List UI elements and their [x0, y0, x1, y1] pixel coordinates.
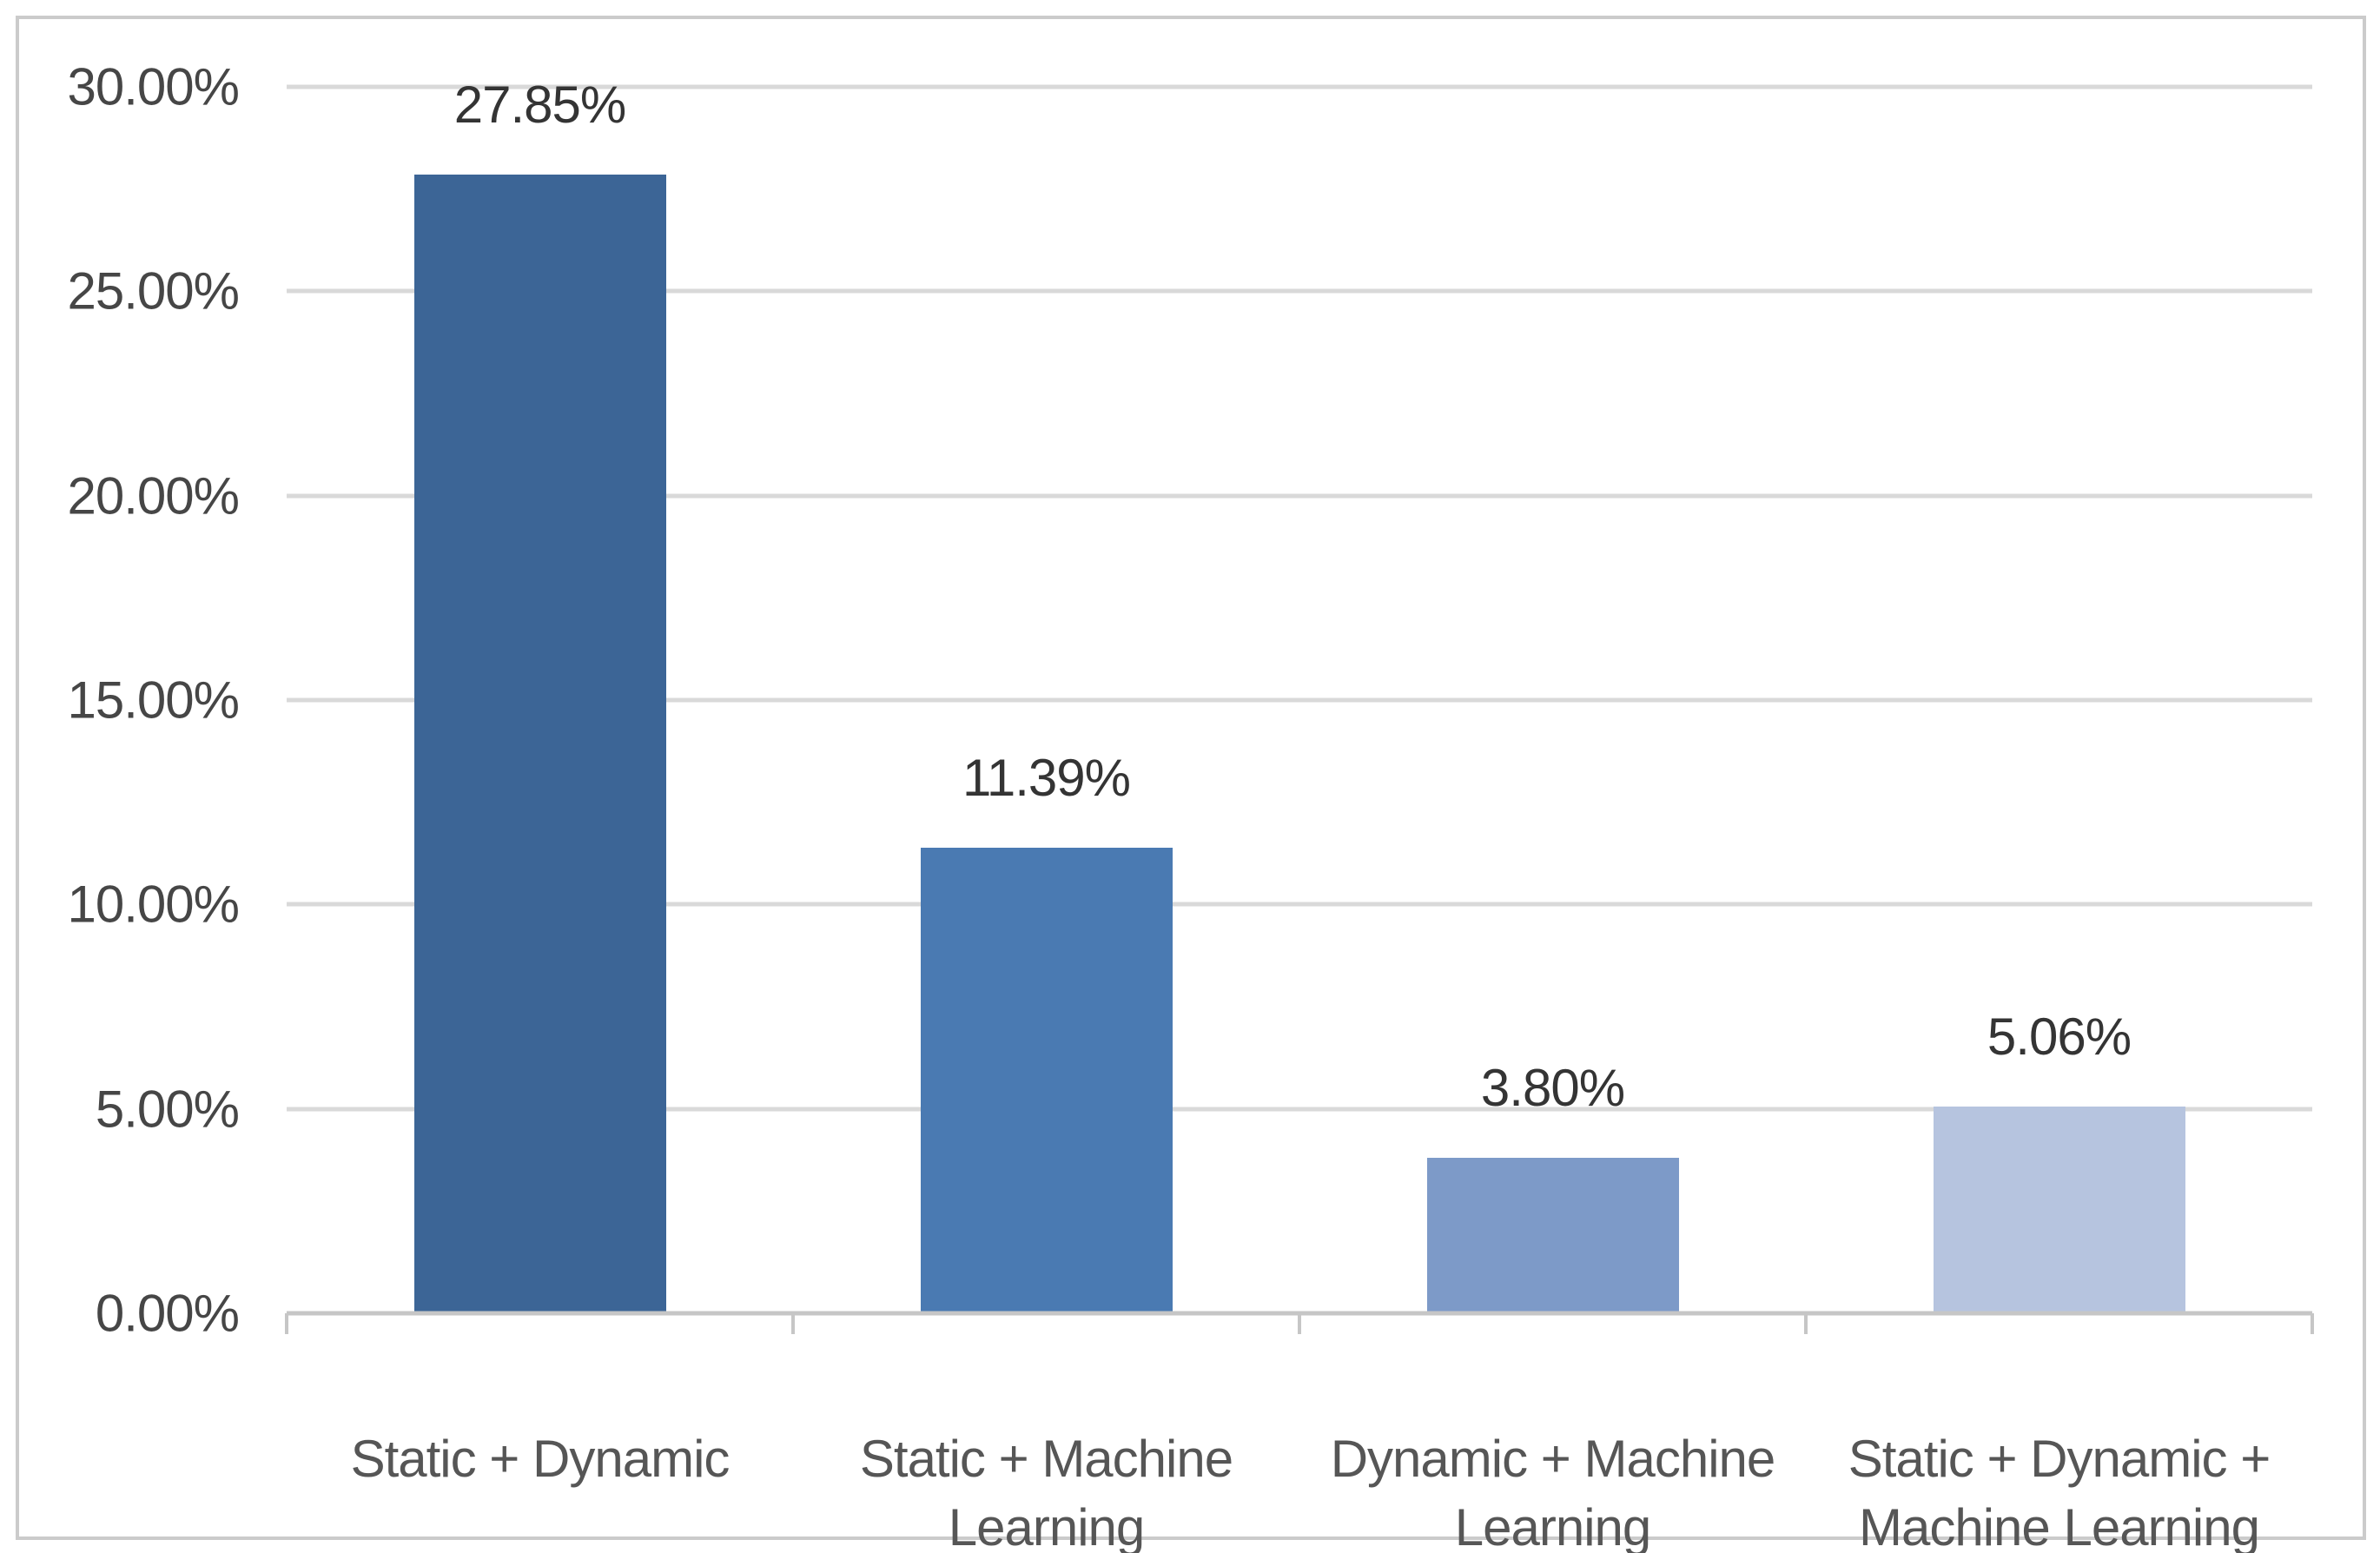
x-axis-category-label-1: Static + Dynamic — [350, 1430, 731, 1488]
bar-value-label-1: 27.85% — [453, 76, 626, 135]
bars-row: 27.85% 11.39% 3.80% 5.06% — [287, 76, 2312, 1313]
bar-3 — [1426, 1158, 1679, 1313]
plot-area: 27.85% 11.39% 3.80% 5.06% — [285, 76, 2314, 1334]
x-axis-category-label-4: Static + Dynamic + Machine Learning — [1848, 1430, 2271, 1553]
bar-wrap: 27.85% — [413, 76, 666, 1313]
x-axis-category-labels: Static + Dynamic Static + Machine Learnin… — [287, 1424, 2312, 1553]
y-axis-tick-label-10: 10.00% — [67, 875, 240, 934]
bar-cell: 27.85% — [287, 76, 793, 1313]
bar-cell: 5.06% — [1806, 87, 2312, 1313]
x-axis-tick-mark — [1804, 1313, 1808, 1334]
x-axis-tick-mark — [2311, 1313, 2314, 1334]
bar-value-label-3: 3.80% — [1480, 1059, 1625, 1118]
y-axis-tick-label-0: 0.00% — [95, 1284, 240, 1343]
bar-value-label-4: 5.06% — [1987, 1007, 2132, 1066]
gridline-10 — [287, 902, 2312, 907]
bar-cell: 11.39% — [793, 87, 1299, 1313]
y-axis-tick-label-25: 25.00% — [67, 261, 240, 321]
bar-cell: 3.80% — [1299, 87, 1806, 1313]
bar-wrap: 3.80% — [1426, 1059, 1679, 1313]
bar-value-label-2: 11.39% — [962, 748, 1131, 807]
gridline-25 — [287, 288, 2312, 294]
gridline-30 — [287, 84, 2312, 89]
gridline-5 — [287, 1107, 2312, 1112]
bar-2 — [920, 847, 1173, 1313]
x-axis-tick-mark — [791, 1313, 795, 1334]
gridline-15 — [287, 697, 2312, 703]
y-axis-tick-label-20: 20.00% — [67, 466, 240, 525]
bar-wrap: 5.06% — [1933, 1008, 2185, 1313]
y-axis-tick-label-30: 30.00% — [67, 57, 240, 116]
x-axis-tick-mark — [1298, 1313, 1301, 1334]
bar-4 — [1933, 1106, 2185, 1313]
x-axis-category-label-3: Dynamic + Machine Learning — [1330, 1430, 1776, 1553]
x-axis-category-label-2: Static + Machine Learning — [859, 1430, 1233, 1553]
bar-1 — [413, 175, 666, 1313]
x-axis-tick-mark — [285, 1313, 288, 1334]
y-axis-tick-label-15: 15.00% — [67, 671, 240, 730]
gridline-20 — [287, 493, 2312, 499]
x-axis-line — [287, 1311, 2312, 1316]
y-axis-tick-label-5: 5.00% — [95, 1080, 240, 1139]
bar-wrap: 11.39% — [920, 749, 1173, 1313]
